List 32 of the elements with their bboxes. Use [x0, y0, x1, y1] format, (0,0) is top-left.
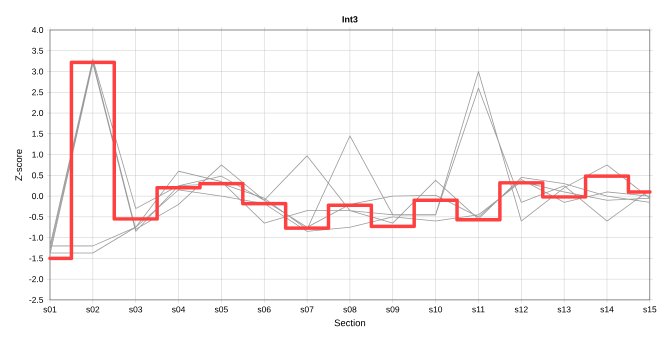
y-tick-label: -2.5	[29, 296, 44, 303]
x-tick-label: s01	[43, 306, 56, 312]
x-tick-label: s08	[343, 306, 356, 312]
x-tick-label: s10	[429, 306, 442, 312]
y-tick-label: 3.0	[32, 68, 44, 75]
x-tick-label: s04	[172, 306, 186, 312]
x-tick-label: s05	[214, 306, 228, 312]
y-tick-label: 0.5	[32, 172, 44, 178]
x-tick-label: s03	[129, 306, 142, 312]
y-tick-label: 1.0	[32, 152, 44, 158]
x-tick-label: s02	[86, 306, 100, 312]
y-tick-label: -0.5	[29, 214, 44, 220]
x-axis-title: Section	[334, 319, 366, 326]
x-tick-label: s11	[472, 306, 485, 312]
x-tick-label: s09	[386, 306, 400, 312]
x-tick-label: s12	[514, 306, 528, 312]
y-tick-label: 2.0	[32, 110, 44, 116]
x-tick-label: s15	[643, 306, 656, 312]
y-tick-label: 1.5	[32, 130, 44, 137]
y-tick-label: 4.0	[32, 27, 44, 34]
y-tick-label: 2.5	[32, 89, 44, 96]
y-tick-label: -1.0	[29, 234, 44, 241]
x-tick-label: s14	[600, 306, 614, 312]
y-tick-label: 3.5	[32, 48, 44, 54]
y-tick-label: -1.5	[29, 255, 44, 262]
x-tick-label: s13	[558, 306, 571, 312]
x-tick-label: s06	[258, 306, 271, 312]
x-tick-label: s07	[300, 306, 314, 312]
y-tick-label: -2.0	[29, 276, 44, 282]
chart-title: Int3	[342, 16, 358, 23]
y-axis-title: Z-score	[15, 149, 22, 181]
y-tick-label: 0.0	[32, 193, 44, 200]
